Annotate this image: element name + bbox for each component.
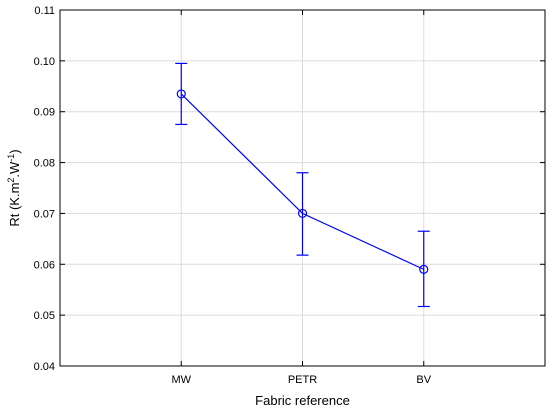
- x-axis: MW PETR BV: [171, 10, 432, 386]
- x-tick-label: BV: [416, 374, 431, 386]
- y-tick-label: 0.07: [34, 208, 55, 220]
- y-axis-title: Rt (K.m2.W-1): [6, 149, 22, 226]
- data-point: [297, 208, 308, 219]
- series: [175, 62, 430, 308]
- y-tick-label: 0.06: [34, 259, 55, 271]
- y-axis-title-sup2: -1: [6, 154, 16, 162]
- x-axis-title: Fabric reference: [255, 393, 350, 408]
- y-axis-title-end: ): [7, 149, 22, 153]
- data-point: [176, 89, 186, 99]
- y-tick-label: 0.10: [34, 56, 55, 68]
- y-tick-label: 0.11: [34, 5, 55, 17]
- y-tick-label: 0.08: [34, 158, 55, 170]
- y-tick-label: 0.05: [34, 310, 55, 322]
- y-tick-label: 0.09: [34, 107, 55, 119]
- x-tick-label: PETR: [288, 374, 317, 386]
- y-axis: 0.04 0.05 0.06 0.07 0.08 0.09 0.10 0.11: [34, 5, 545, 373]
- y-axis-title-main: Rt (K.m: [7, 183, 22, 227]
- y-tick-label: 0.04: [34, 361, 55, 373]
- y-axis-title-sup1: 2: [6, 178, 16, 183]
- data-point: [419, 264, 429, 274]
- y-axis-title-mid: .W: [7, 161, 22, 178]
- x-tick-label: MW: [171, 374, 191, 386]
